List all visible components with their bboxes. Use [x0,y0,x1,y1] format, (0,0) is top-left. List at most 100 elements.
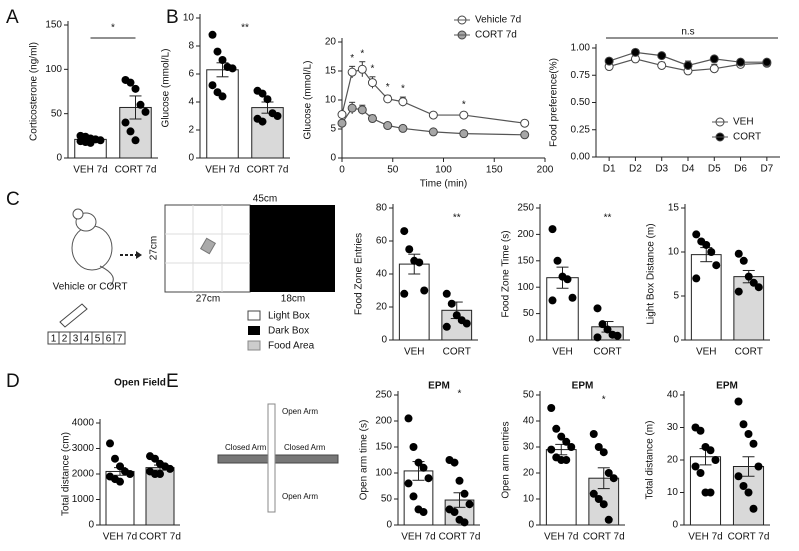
data-point [414,458,423,467]
y-tick-label: 1000 [72,494,95,505]
data-point [548,296,557,305]
data-point [86,138,95,147]
y-tick-label: 0.25 [571,124,591,135]
y-tick-label: 20 [667,455,679,466]
day-label: 7 [117,334,123,345]
panel-label: E [166,371,179,392]
y-tick-label: 4000 [72,418,95,429]
x-tick-label: VEH 7d [205,165,239,176]
y-tick-label: 40 [667,390,679,401]
significance: ** [241,23,249,34]
data-point [151,454,159,463]
x-tick-label: CORT 7d [115,165,157,176]
data-point [739,482,748,490]
day-label: 2 [62,334,68,345]
data-point [749,439,758,448]
data-point [599,448,608,457]
data-point [553,256,562,265]
y-tick-label: 6 [188,69,194,80]
y-tick-label: 50 [523,308,535,319]
y-axis-label: Total distance (m) [645,421,656,500]
x-tick-label: CORT [443,347,471,358]
data-point [609,474,618,483]
x-tick-label: CORT 7d [247,165,289,176]
y-tick-label: 0.50 [571,97,591,108]
significance: * [401,84,405,95]
x-tick-label: D6 [734,164,747,175]
x-tick-label: D3 [655,164,668,175]
series-marker [736,57,746,67]
series-marker [398,97,408,107]
y-axis-label: Open arm entries [501,421,512,498]
data-point [442,289,451,298]
significance: * [458,389,462,400]
dark-box [250,205,335,292]
x-tick-label: CORT [593,347,621,358]
series-marker [604,56,614,66]
data-point [706,488,715,497]
x-axis-label: Time (min) [420,179,467,190]
data-point [424,474,433,483]
x-tick-label: VEH [404,347,425,358]
legend-label: Light Box [268,311,310,322]
significance: * [360,48,364,59]
significance: * [602,395,606,406]
legend-label: CORT 7d [475,30,517,41]
day-label: 3 [73,334,79,345]
data-point [562,437,571,446]
y-axis-label: Total distance (cm) [61,432,72,516]
data-point [450,508,459,516]
x-tick-label: D5 [708,164,721,175]
arrow-head [136,251,142,259]
y-tick-label: 150 [375,442,392,453]
data-point [744,430,753,438]
legend-label: CORT [733,132,761,143]
y-tick-label: 10 [668,247,680,258]
syringe [59,303,88,328]
data-point [547,445,556,454]
data-point [447,299,456,308]
data-point [419,508,428,516]
data-point [691,462,700,471]
data-point [749,504,758,513]
x-tick-label: D7 [760,164,773,175]
data-point [405,245,414,254]
y-tick-label: 50 [523,390,535,401]
series-marker [428,127,438,137]
bar [398,263,430,341]
data-point [121,118,130,127]
data-point [562,456,571,464]
data-point [603,325,612,334]
data-point [696,426,705,435]
data-point [599,500,608,509]
data-point [141,107,150,116]
y-tick-label: 10 [667,487,679,498]
data-point [126,78,135,87]
y-tick-label: 0 [673,335,679,346]
data-point [568,293,577,302]
day-label: 6 [106,334,112,345]
significance: * [370,63,374,74]
data-point [404,414,413,423]
data-point [116,477,124,486]
data-point [460,489,469,498]
y-tick-label: 40 [523,416,535,427]
data-point [126,127,135,136]
significance: * [462,99,466,110]
maze-label: Closed Arm [225,443,267,452]
significance: * [111,23,115,34]
day-label: 4 [84,334,90,345]
dimension-label: 27cm [196,294,220,305]
y-axis-label: Food preference(%) [549,58,560,147]
y-tick-label: 50 [51,108,63,119]
x-tick-label: VEH [552,347,573,358]
data-point [228,64,237,73]
x-tick-label: VEH 7d [544,532,578,543]
data-point [96,136,105,145]
panel-label: D [6,371,20,392]
data-point [258,117,267,126]
series-marker [367,78,377,88]
y-tick-label: 20 [523,468,535,479]
data-point [547,404,556,412]
x-tick-label: CORT [735,347,763,358]
